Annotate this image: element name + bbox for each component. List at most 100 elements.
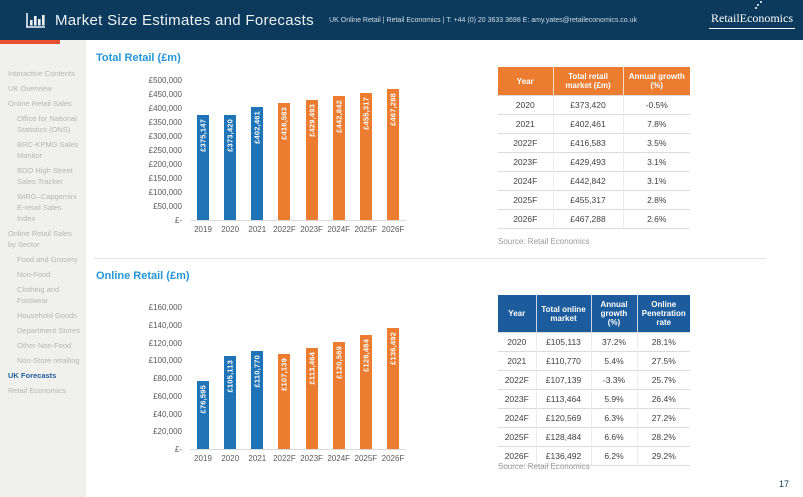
table-row: 2022F £107,139 -3.3% 25.7% xyxy=(498,370,690,390)
table-row: 2023F £113,464 5.9% 26.4% xyxy=(498,389,690,409)
y-axis-tick-label: £20,000 xyxy=(153,427,182,437)
sidebar-item-non-food[interactable]: Non-Food xyxy=(17,270,51,279)
bar-2026F: £136,492 xyxy=(386,328,399,449)
x-axis-label: 2025F xyxy=(354,454,378,463)
y-axis-tick-label: £350,000 xyxy=(148,118,182,127)
sidebar-item-online-retail-sales-by-sector[interactable]: Online Retail Sales by Sector xyxy=(8,229,72,249)
bar-slot: £455,317 xyxy=(353,93,379,220)
plot-area: £375,147 £373,420 £402,461 £416,583 £429,493… xyxy=(190,81,406,221)
table-cell: 6.6% xyxy=(590,427,637,447)
y-axis-tick-label: £100,000 xyxy=(148,356,182,366)
table-cell: 2024F xyxy=(498,171,553,191)
bar-2025F: £128,484 xyxy=(359,335,372,449)
header-bar: Market Size Estimates and Forecasts UK O… xyxy=(0,0,803,40)
sidebar-item-online-retail-sales[interactable]: Online Retail Sales xyxy=(8,99,72,108)
table-cell: £136,492 xyxy=(535,446,591,466)
table-cell: 37.2% xyxy=(590,332,637,352)
table-cell: 6.3% xyxy=(590,408,637,428)
sidebar-item-uk-overview[interactable]: UK Overview xyxy=(8,84,52,93)
bar-slot: £373,420 xyxy=(217,115,243,220)
bar-2023F: £429,493 xyxy=(305,100,318,220)
page-title: Market Size Estimates and Forecasts xyxy=(55,11,314,29)
table-cell: 26.4% xyxy=(636,389,690,409)
y-axis-tick-label: £300,000 xyxy=(148,132,182,141)
x-axis: 2019 2020 2021 2022F 2023F 2024F 2025F 2026F xyxy=(190,454,406,463)
table-cell: 27.5% xyxy=(636,351,690,371)
x-axis-label: 2022F xyxy=(273,225,296,234)
y-axis-tick-label: £- xyxy=(174,445,182,454)
table-row: 2021 £402,461 7.8% xyxy=(498,114,690,134)
bar-chart-icon xyxy=(26,12,45,28)
x-axis-label: 2019 xyxy=(194,225,212,234)
source-note: Source: Retail Economics xyxy=(498,462,590,471)
bar-slot: £110,770 xyxy=(244,351,270,449)
table-row: 2021 £110,770 5.4% 27.5% xyxy=(498,351,690,371)
x-axis-label: 2021 xyxy=(248,225,267,234)
sidebar-item-interactive-contents[interactable]: Interactive Contents xyxy=(8,69,75,78)
x-axis-label: 2019 xyxy=(194,454,212,463)
x-axis-label: 2026F xyxy=(381,225,405,234)
table-cell: 5.4% xyxy=(590,351,637,371)
sidebar-item-imrg-capgemini-e-retail-sales-index[interactable]: IMRG–Capgemini E-retail Sales Index xyxy=(17,192,77,223)
table-row: 2024F £442,842 3.1% xyxy=(498,171,690,191)
table-cell: 7.8% xyxy=(622,114,690,134)
contact-info: UK Online Retail | Retail Economics | T:… xyxy=(329,16,638,24)
column-header: Year xyxy=(498,295,536,333)
sidebar-item-bdo-high-street-sales-tracker[interactable]: BDO High Street Sales Tracker xyxy=(17,166,73,186)
table-cell: 5.9% xyxy=(590,389,637,409)
sidebar-item-uk-forecasts[interactable]: UK Forecasts xyxy=(8,371,57,380)
column-header: Year xyxy=(498,67,553,96)
table-body: 2020 £105,113 37.2% 28.1% 2021 £110,770 5.4% 27… xyxy=(498,332,690,466)
table-row: 2025F £455,317 2.8% xyxy=(498,190,690,210)
table-cell: 6.2% xyxy=(590,446,637,466)
section-title-total-retail: Total Retail (£m) xyxy=(96,52,181,64)
table-cell: 2021 xyxy=(498,351,536,371)
bar-2026F: £467,288 xyxy=(386,89,399,220)
sidebar-item-non-store-retailing[interactable]: Non-Store retailing xyxy=(17,356,80,365)
y-axis-tick-label: £200,000 xyxy=(148,160,182,169)
table-row: 2026F £136,492 6.2% 29.2% xyxy=(498,446,690,466)
y-axis-tick-label: £50,000 xyxy=(153,202,182,211)
y-axis-tick-label: £160,000 xyxy=(148,303,182,312)
y-axis: £500,000 £450,000 £400,000 £350,000 £300,000… xyxy=(96,76,182,225)
bar-slot: £113,464 xyxy=(299,348,325,449)
section-divider xyxy=(94,258,766,259)
sidebar-item-other-non-food[interactable]: Other Non-Food xyxy=(17,341,72,350)
table-cell: 2025F xyxy=(498,190,553,210)
column-header: Annual growth (%) xyxy=(590,295,637,333)
x-axis-label: 2026F xyxy=(381,454,405,463)
table-cell: 2021 xyxy=(498,114,553,134)
bar-value-label: £76,595 xyxy=(198,385,208,414)
main-content: Total Retail (£m) £500,000 £450,000 £400,0… xyxy=(86,40,803,497)
table-row: 2020 £373,420 -0.5% xyxy=(498,95,690,115)
table-cell: £429,493 xyxy=(552,152,623,172)
bar-value-label: £105,113 xyxy=(225,360,235,393)
table-header: Year Total retail market (£m) Annual growt… xyxy=(498,67,690,96)
total-retail-chart: £500,000 £450,000 £400,000 £350,000 £300,000… xyxy=(96,76,408,234)
x-axis-label: 2020 xyxy=(221,225,240,234)
sidebar-item-household-goods[interactable]: Household Goods xyxy=(17,311,78,320)
sidebar-item-office-for-national-statistics-ons-[interactable]: Office for National Statistics (ONS) xyxy=(17,114,77,134)
sidebar-item-food-and-grocery[interactable]: Food and Grocery xyxy=(17,255,78,264)
sidebar-item-retail-economics[interactable]: Retail Economics xyxy=(8,386,66,395)
table-body: 2020 £373,420 -0.5% 2021 £402,461 7.8% 2022F £4… xyxy=(498,95,690,229)
bar-value-label: £120,569 xyxy=(334,346,344,379)
x-axis-label: 2023F xyxy=(300,454,323,463)
table-cell: 2025F xyxy=(498,427,536,447)
table-cell: £373,420 xyxy=(552,95,623,115)
table-cell: 25.7% xyxy=(636,370,690,390)
table-cell: 2020 xyxy=(498,95,553,115)
sidebar-item-department-stores[interactable]: Department Stores xyxy=(17,326,80,335)
sidebar-item-brc-kpmg-sales-monitor[interactable]: BRC-KPMG Sales Monitor xyxy=(17,140,79,160)
table-cell: 27.2% xyxy=(636,408,690,428)
bar-2022F: £416,583 xyxy=(278,103,291,220)
sidebar-item-clothing-and-footwear[interactable]: Clothing and Footwear xyxy=(17,285,60,305)
table-cell: 2026F xyxy=(498,446,536,466)
table-cell: 28.2% xyxy=(636,427,690,447)
y-axis-tick-label: £500,000 xyxy=(148,76,182,85)
bar-slot: £128,484 xyxy=(353,335,379,449)
x-axis-label: 2023F xyxy=(300,225,323,234)
table-cell: -0.5% xyxy=(622,95,690,115)
y-axis-tick-label: £120,000 xyxy=(148,338,182,348)
accent-strip xyxy=(0,40,60,44)
